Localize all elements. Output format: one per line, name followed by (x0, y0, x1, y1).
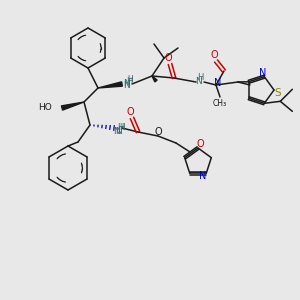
Text: N: N (123, 80, 129, 89)
Text: N: N (124, 80, 130, 88)
Text: S: S (275, 88, 281, 98)
Text: H: H (197, 74, 203, 82)
Polygon shape (98, 82, 122, 88)
Text: N: N (199, 171, 206, 181)
Text: N: N (214, 78, 222, 88)
Text: O: O (154, 127, 162, 137)
Text: N: N (195, 77, 201, 86)
Text: N: N (259, 68, 266, 78)
Text: O: O (196, 139, 204, 149)
Text: CH₃: CH₃ (213, 98, 227, 107)
Text: O: O (210, 50, 218, 60)
Text: N: N (114, 128, 120, 136)
Text: O: O (126, 107, 134, 117)
Text: H: H (127, 74, 133, 83)
Text: O: O (164, 53, 172, 63)
Text: H: H (117, 124, 123, 133)
Polygon shape (152, 76, 157, 82)
Text: N: N (116, 128, 122, 136)
Text: H: H (126, 76, 132, 85)
Text: HO: HO (38, 103, 52, 112)
Polygon shape (61, 102, 84, 110)
Text: H: H (119, 124, 125, 133)
